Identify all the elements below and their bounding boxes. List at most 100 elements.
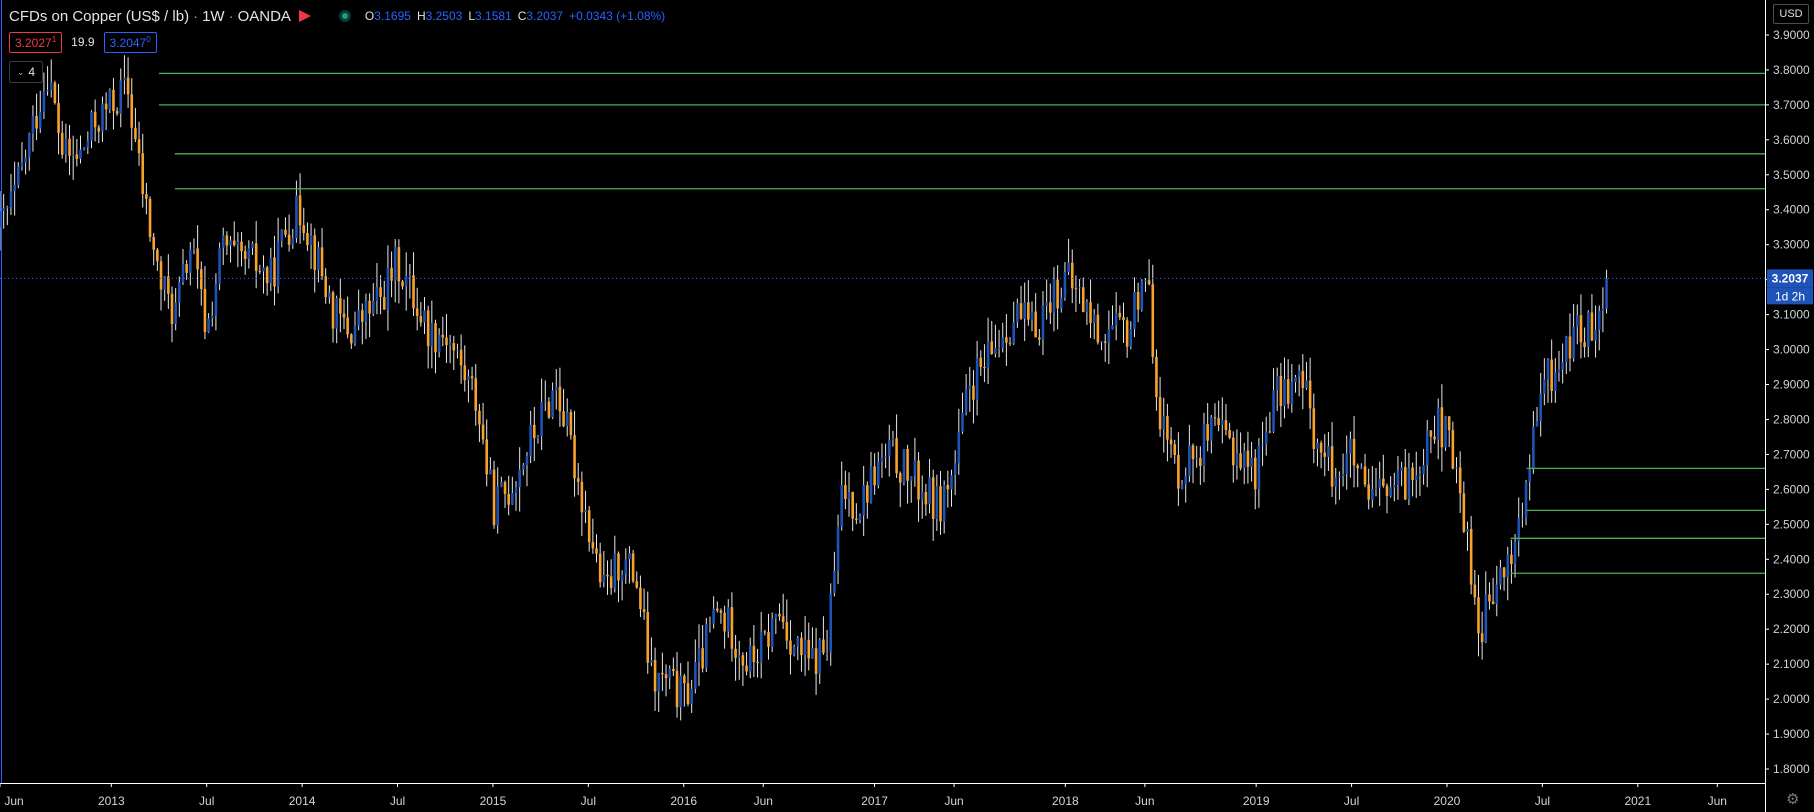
candle-body — [606, 574, 609, 577]
candle-body — [554, 386, 558, 391]
candle-body — [1019, 303, 1023, 319]
candle-body — [1140, 280, 1144, 310]
y-tick-label: 3.0000 — [1773, 343, 1810, 357]
x-tick-label: Jul — [1535, 794, 1550, 808]
candle-body — [737, 655, 741, 658]
sell-button[interactable]: 3.20271 — [9, 31, 63, 53]
candle-body — [309, 235, 313, 246]
candle-body — [1301, 370, 1305, 389]
candle-body — [1063, 271, 1067, 298]
candle-body — [1458, 467, 1462, 494]
candle-body — [1081, 287, 1085, 312]
candle-body — [419, 315, 423, 323]
candle-body — [448, 343, 452, 346]
candle-body — [800, 637, 803, 656]
candle-body — [196, 248, 199, 270]
candle-body — [1425, 430, 1429, 466]
candle-body — [467, 376, 470, 381]
candle-body — [1363, 466, 1367, 485]
candle-body — [1100, 341, 1103, 343]
candle-body — [672, 668, 675, 672]
flag-icon[interactable] — [298, 10, 311, 22]
candle-body — [818, 639, 822, 675]
candle-body — [694, 662, 697, 689]
candle-body — [748, 645, 752, 672]
candle-body — [492, 469, 496, 526]
candle-body — [199, 269, 203, 289]
ohlc-open: O3.1695 — [364, 9, 411, 23]
candle-body — [1264, 431, 1268, 445]
candle-body — [1272, 390, 1275, 432]
candle-body — [653, 659, 657, 692]
y-tick-label: 2.9000 — [1773, 378, 1810, 392]
candle-body — [877, 461, 880, 486]
candle-body — [1206, 424, 1209, 441]
candle-body — [1056, 279, 1059, 309]
candle-body — [0, 211, 2, 228]
candle-body — [759, 631, 763, 663]
candle-body — [532, 424, 536, 439]
candle-body — [1202, 424, 1206, 466]
candle-body — [350, 334, 353, 344]
currency-label[interactable]: USD — [1773, 4, 1809, 24]
candle-body — [789, 640, 792, 655]
candle-body — [628, 553, 631, 560]
candle-body — [412, 275, 415, 309]
candle-body — [1070, 262, 1074, 289]
candle-body — [430, 323, 434, 347]
symbol-name[interactable]: CFDs on Copper (US$ / lb) — [9, 7, 190, 25]
symbol-header: CFDs on Copper (US$ / lb) · 1W · OANDA O… — [9, 6, 665, 26]
candle-body — [459, 349, 463, 366]
buy-button[interactable]: 3.20470 — [103, 31, 157, 53]
candle-body — [756, 661, 759, 663]
candle-body — [994, 347, 997, 354]
candle-body — [1568, 336, 1572, 359]
candle-body — [489, 469, 492, 475]
candle-body — [646, 611, 650, 663]
y-tick-label: 3.4000 — [1773, 203, 1810, 217]
candle-body — [957, 431, 961, 464]
candle-body — [1242, 450, 1246, 469]
indicators-collapse-button[interactable]: ⌄ 4 — [9, 61, 43, 83]
candle-body — [1162, 416, 1166, 430]
separator: · — [228, 7, 234, 25]
candle-body — [997, 347, 1001, 349]
candle-body — [1246, 450, 1250, 467]
candle-body — [836, 526, 840, 571]
candle-body — [840, 485, 844, 527]
candle-body — [485, 439, 489, 475]
candle-body — [1510, 554, 1513, 565]
candle-body — [1144, 280, 1147, 282]
candle-body — [93, 111, 97, 128]
candle-body — [496, 486, 500, 526]
gear-icon[interactable]: ⚙ — [1786, 791, 1800, 808]
candle-body — [1034, 311, 1037, 338]
market-status-icon[interactable] — [338, 10, 351, 22]
candle-body — [525, 456, 529, 466]
y-tick-label: 2.1000 — [1773, 657, 1810, 671]
candle-body — [324, 276, 328, 298]
candle-body — [262, 267, 265, 272]
candle-body — [920, 492, 924, 500]
candle-body — [1096, 314, 1100, 343]
candle-body — [9, 191, 13, 208]
candle-body — [1125, 320, 1129, 347]
candle-body — [1546, 359, 1550, 380]
candle-body — [1572, 327, 1575, 359]
candle-body — [1261, 444, 1264, 446]
y-tick-label: 3.7000 — [1773, 98, 1810, 112]
trading-row: 3.20271 19.9 3.20470 — [9, 31, 157, 53]
candle-body — [573, 435, 576, 479]
interval-label[interactable]: 1W — [202, 7, 225, 25]
candle-body — [1184, 476, 1188, 485]
candle-body — [814, 648, 818, 675]
candle-body — [470, 376, 474, 379]
candle-body — [686, 683, 690, 705]
candle-body — [90, 111, 93, 141]
candle-body — [6, 207, 9, 209]
candle-body — [247, 248, 251, 259]
candle-body — [423, 310, 426, 323]
candle-body — [1107, 329, 1111, 343]
